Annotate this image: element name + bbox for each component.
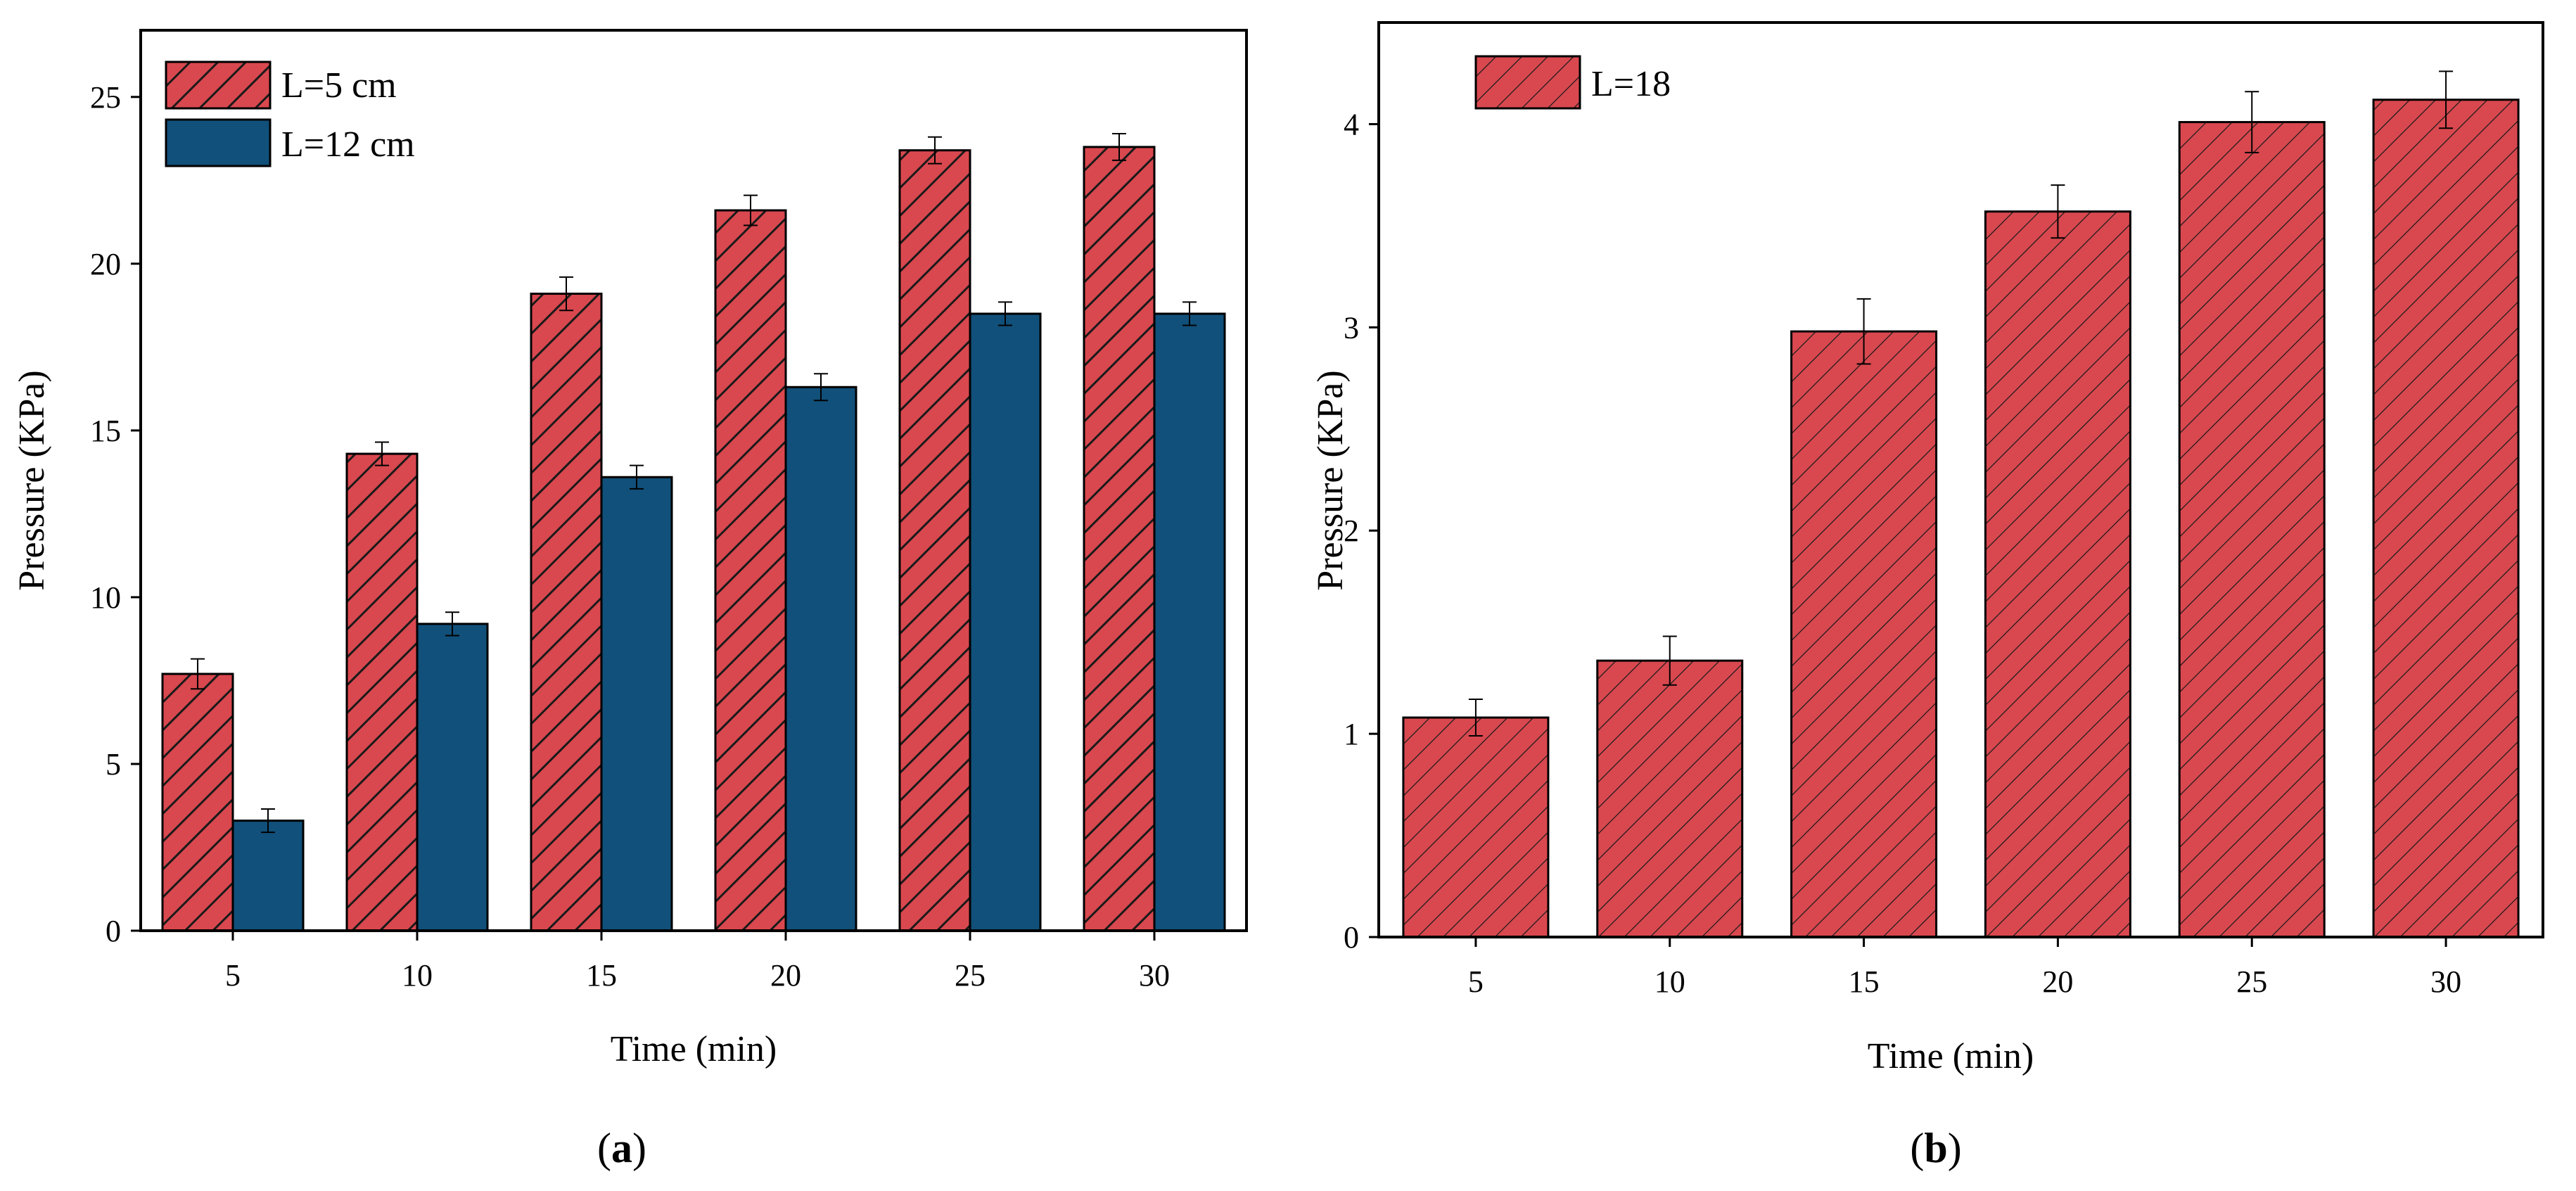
x-tick-label: 15 bbox=[586, 958, 617, 993]
error-bar bbox=[814, 373, 828, 402]
y-tick-label: 20 bbox=[90, 247, 121, 281]
error-bar bbox=[261, 808, 275, 834]
x-tick-label: 15 bbox=[1849, 964, 1880, 999]
legend-swatch-l5 bbox=[165, 60, 272, 110]
bar-a-s1-15 bbox=[600, 476, 673, 932]
y-tick-label: 10 bbox=[90, 580, 121, 615]
bar-a-s0-25 bbox=[898, 149, 971, 932]
error-bars-group bbox=[191, 132, 1197, 834]
y-tick-label: 25 bbox=[90, 80, 121, 115]
x-tick-label: 30 bbox=[1139, 958, 1170, 993]
legend-label-l5: L=5 cm bbox=[281, 65, 397, 106]
bars-group bbox=[1402, 98, 2520, 938]
x-axis-label: Time (min) bbox=[1868, 1036, 2034, 1076]
x-tick-label: 25 bbox=[2236, 964, 2267, 999]
error-bar bbox=[630, 464, 644, 490]
legend-label-l18: L=18 bbox=[1591, 64, 1671, 104]
y-tick-label: 4 bbox=[1344, 107, 1359, 141]
bar-b-s0-15 bbox=[1790, 330, 1938, 938]
bar-a-s0-15 bbox=[530, 293, 603, 932]
legend-swatch-l12 bbox=[165, 118, 272, 167]
x-tick-label: 20 bbox=[770, 958, 801, 993]
plot-frame bbox=[139, 29, 1248, 932]
y-axis-label: Pressure (KPa) bbox=[1311, 370, 1351, 590]
chart-panel-b: 0 1 2 3 4 5 10 15 20 25 30 L=18 Time (min) Pressu… bbox=[1311, 21, 2544, 1171]
error-bar bbox=[998, 301, 1012, 326]
error-bar bbox=[2051, 184, 2065, 239]
x-axis-ticks: 5 10 15 20 25 30 bbox=[1468, 937, 2461, 999]
error-bar bbox=[1856, 298, 1871, 365]
error-bar bbox=[559, 276, 573, 312]
bar-a-s1-25 bbox=[969, 312, 1042, 932]
x-tick-label: 10 bbox=[1654, 964, 1685, 999]
bar-a-s0-5 bbox=[161, 673, 234, 932]
bar-b-s0-25 bbox=[2178, 121, 2326, 938]
x-tick-label: 25 bbox=[955, 958, 986, 993]
y-tick-label: 3 bbox=[1344, 310, 1359, 345]
y-tick-label: 2 bbox=[1344, 514, 1359, 548]
error-bar bbox=[1112, 132, 1126, 161]
plot-frame bbox=[1377, 21, 2544, 938]
y-axis-label: Pressure (KPa) bbox=[12, 370, 52, 590]
error-bar bbox=[445, 611, 459, 637]
y-tick-label: 5 bbox=[106, 747, 121, 782]
bar-a-s1-30 bbox=[1153, 312, 1226, 932]
bar-a-s0-10 bbox=[345, 452, 419, 932]
error-bar bbox=[1662, 635, 1677, 686]
legend-label-l12: L=12 cm bbox=[281, 125, 415, 165]
bar-a-s0-30 bbox=[1083, 146, 1156, 932]
bar-a-s1-5 bbox=[231, 820, 305, 932]
x-tick-label: 5 bbox=[1468, 964, 1484, 999]
y-tick-label: 0 bbox=[1344, 920, 1359, 955]
error-bar bbox=[2245, 91, 2259, 153]
legend: L=18 bbox=[1474, 55, 1671, 110]
bar-a-s0-20 bbox=[714, 209, 787, 932]
error-bar bbox=[1468, 699, 1483, 737]
bar-a-s1-10 bbox=[416, 623, 489, 932]
x-axis-label: Time (min) bbox=[611, 1029, 777, 1069]
y-tick-label: 1 bbox=[1344, 717, 1359, 751]
error-bars-group bbox=[1468, 70, 2454, 737]
x-tick-label: 30 bbox=[2430, 964, 2461, 999]
chart-panel-a: 0 5 10 15 20 25 5 10 15 20 25 30 L=5 cm L=12 cm Ti… bbox=[12, 29, 1248, 1171]
bar-b-s0-10 bbox=[1596, 659, 1744, 938]
bar-b-s0-5 bbox=[1402, 716, 1550, 938]
panel-label-a: (a) bbox=[597, 1125, 646, 1171]
error-bar bbox=[2439, 70, 2454, 129]
y-tick-label: 15 bbox=[90, 414, 121, 448]
x-tick-label: 10 bbox=[402, 958, 433, 993]
panel-label-b: (b) bbox=[1910, 1125, 1961, 1171]
legend: L=5 cm L=12 cm bbox=[165, 60, 415, 167]
x-axis-ticks: 5 10 15 20 25 30 bbox=[225, 931, 1170, 993]
error-bar bbox=[928, 136, 942, 165]
bar-b-s0-30 bbox=[2372, 98, 2520, 938]
x-tick-label: 20 bbox=[2042, 964, 2073, 999]
error-bar bbox=[744, 194, 758, 227]
bar-b-s0-20 bbox=[1984, 210, 2131, 938]
bar-a-s1-20 bbox=[784, 386, 857, 932]
error-bar bbox=[1182, 301, 1197, 326]
y-axis-ticks: 0 5 10 15 20 25 bbox=[90, 80, 141, 948]
x-tick-label: 5 bbox=[225, 958, 241, 993]
y-axis-ticks: 0 1 2 3 4 bbox=[1344, 107, 1379, 955]
error-bar bbox=[375, 441, 389, 466]
bars-group bbox=[161, 146, 1226, 932]
y-tick-label: 0 bbox=[106, 914, 121, 948]
error-bar bbox=[191, 658, 205, 690]
legend-swatch-l18 bbox=[1474, 55, 1581, 110]
